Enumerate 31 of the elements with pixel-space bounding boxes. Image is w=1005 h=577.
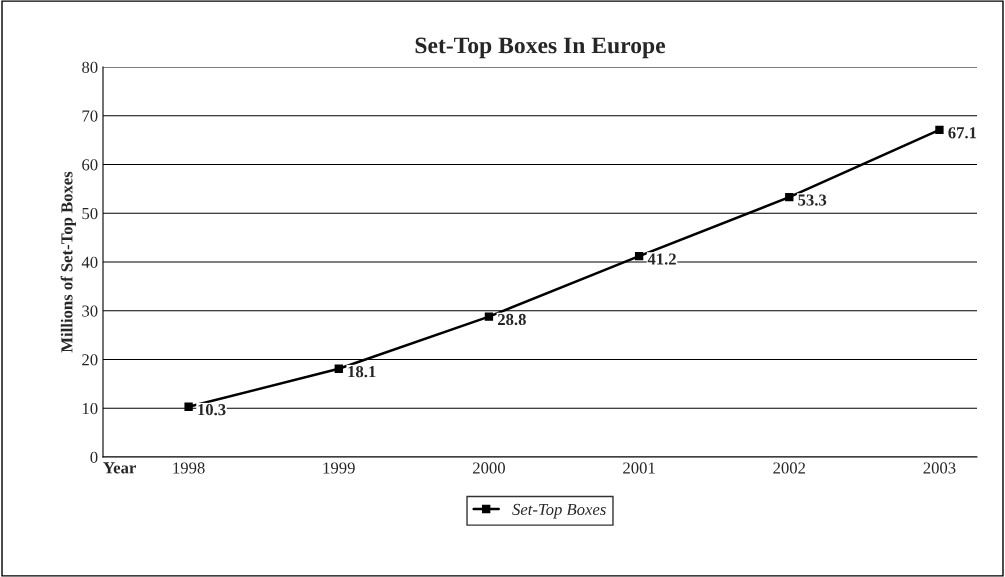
data-label: 67.1	[948, 127, 977, 139]
y-tick-label: 20	[82, 354, 98, 366]
point	[935, 125, 944, 135]
y-tick-label: 30	[82, 305, 98, 317]
data-label: 28.8	[497, 313, 526, 326]
y-axis-title: Millions of Set-Top Boxes	[60, 171, 76, 353]
y-tick-label: 40	[81, 256, 98, 268]
x-tick-label: 1998	[173, 462, 205, 474]
y-tick-label: 60	[82, 159, 98, 171]
point	[785, 192, 794, 202]
y-tick-label: 0	[90, 451, 98, 463]
x-tick-label: 2001	[623, 462, 655, 474]
point	[334, 364, 343, 373]
y-tick-label: 10	[82, 402, 98, 415]
y-tick-label: 50	[82, 207, 98, 220]
x-tick-label: 2002	[773, 462, 806, 474]
chart-title: Set-Top Boxes In Europe	[415, 37, 666, 59]
legend-label: Set-Top Boxes	[512, 503, 606, 519]
x-tick-label: 2000	[473, 462, 505, 474]
y-tick-label: 70	[82, 110, 98, 122]
x-axis-title: Year	[103, 462, 136, 474]
x-tick-label: 1999	[323, 462, 355, 474]
x-tick-label: 2003	[923, 462, 956, 474]
data-label: 10.3	[198, 404, 226, 416]
point	[184, 402, 193, 411]
y-tick-label: 80	[82, 61, 98, 73]
data-label: 18.1	[348, 366, 376, 378]
point	[484, 312, 494, 321]
data-label: 41.2	[647, 253, 676, 265]
data-label: 53.3	[798, 194, 827, 206]
point	[634, 251, 644, 261]
